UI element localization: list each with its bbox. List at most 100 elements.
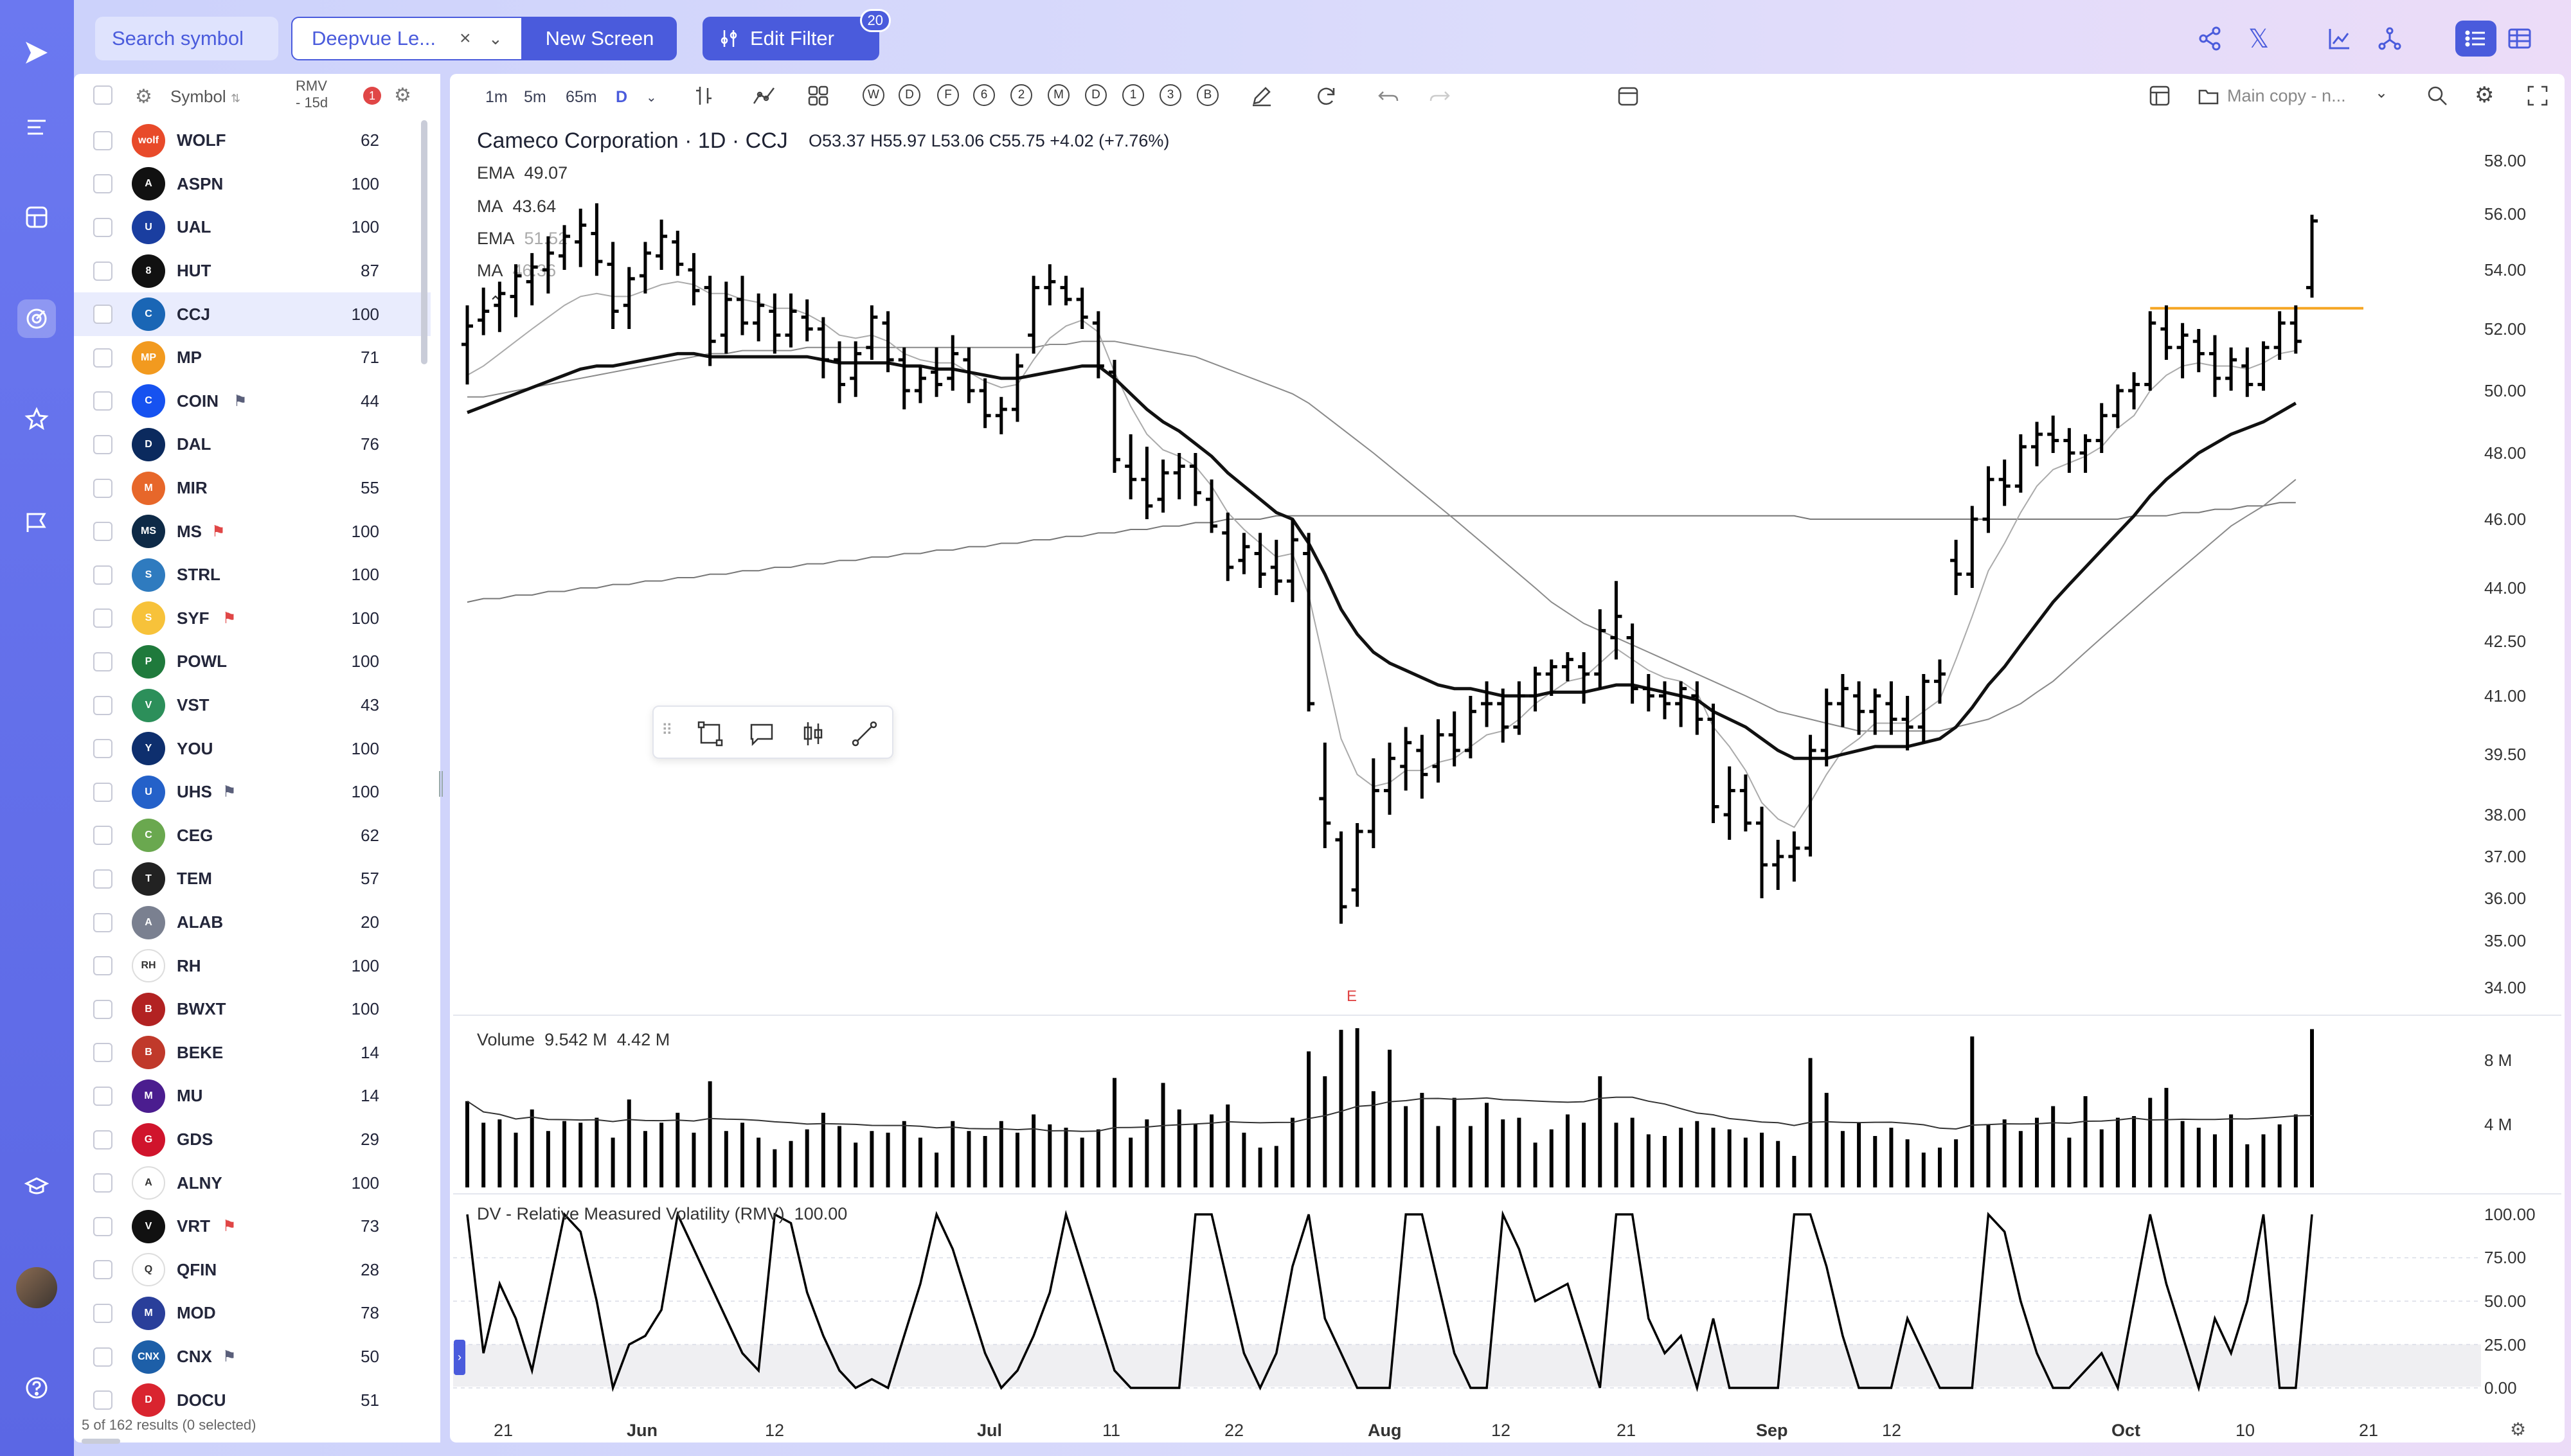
period-button[interactable]: 1 — [1122, 84, 1144, 106]
drag-handle-icon[interactable]: ⠿ — [661, 722, 673, 739]
star-icon[interactable] — [17, 400, 56, 438]
close-icon[interactable]: × — [460, 28, 471, 49]
period-button[interactable]: F — [937, 84, 959, 106]
layout-name[interactable]: Main copy - n... — [2227, 86, 2346, 105]
watchlist-row[interactable]: C CEG 62 — [74, 814, 431, 858]
flag-icon[interactable]: ⚑ — [211, 522, 226, 540]
row-checkbox[interactable] — [93, 1086, 112, 1106]
select-all-checkbox[interactable] — [93, 85, 112, 105]
list-menu-icon[interactable] — [17, 108, 56, 146]
row-checkbox[interactable] — [93, 1173, 112, 1193]
watchlist-row[interactable]: S STRL 100 — [74, 553, 431, 597]
period-button[interactable]: B — [1197, 84, 1219, 106]
row-checkbox[interactable] — [93, 1390, 112, 1410]
education-icon[interactable] — [17, 1167, 56, 1205]
watchlist-row[interactable]: wolf WOLF 62 — [74, 119, 431, 163]
layout-icon[interactable] — [2148, 84, 2171, 111]
period-button[interactable]: M — [1048, 84, 1070, 106]
watchlist-row[interactable]: T TEM 57 — [74, 857, 431, 901]
row-checkbox[interactable] — [93, 652, 112, 671]
fullscreen-icon[interactable] — [2526, 84, 2549, 111]
watchlist-row[interactable]: P POWL 100 — [74, 640, 431, 684]
folder-icon[interactable] — [2197, 84, 2220, 111]
horizontal-scrollbar[interactable] — [82, 1439, 120, 1444]
watchlist-row[interactable]: V VST 43 — [74, 684, 431, 727]
row-checkbox[interactable] — [93, 174, 112, 194]
flag-icon[interactable]: ⚑ — [222, 1348, 237, 1366]
row-checkbox[interactable] — [93, 608, 112, 628]
watchlist-row[interactable]: A ALAB 20 — [74, 901, 431, 945]
screener-icon[interactable] — [17, 299, 56, 338]
redo-icon[interactable] — [1428, 84, 1451, 111]
row-checkbox[interactable] — [93, 695, 112, 715]
interval-5m[interactable]: 5m — [524, 87, 546, 106]
flag-icon[interactable]: ⚑ — [233, 392, 247, 410]
row-checkbox[interactable] — [93, 522, 112, 542]
row-checkbox[interactable] — [93, 1303, 112, 1323]
row-checkbox[interactable] — [93, 261, 112, 281]
flag-icon[interactable]: ⚑ — [222, 609, 237, 627]
row-checkbox[interactable] — [93, 305, 112, 324]
axis-settings-icon[interactable]: ⚙ — [2510, 1419, 2527, 1440]
row-checkbox[interactable] — [93, 912, 112, 932]
watchlist-row[interactable]: MS MS ⚑ 100 — [74, 510, 431, 553]
row-checkbox[interactable] — [93, 217, 112, 237]
expand-panel-tab[interactable]: › — [454, 1340, 465, 1375]
network-icon[interactable] — [2377, 26, 2403, 55]
table-view-toggle[interactable] — [2507, 26, 2532, 55]
row-checkbox[interactable] — [93, 391, 112, 411]
avatar[interactable] — [16, 1267, 57, 1308]
period-button[interactable]: 6 — [973, 84, 995, 106]
period-button[interactable]: 2 — [1010, 84, 1032, 106]
templates-icon[interactable] — [807, 84, 830, 111]
logo-icon[interactable] — [17, 33, 56, 72]
watchlist-row[interactable]: C CCJ 100 — [74, 292, 431, 336]
rmv-column-header[interactable]: RMV - 15d — [296, 78, 328, 111]
refresh-icon[interactable] — [1314, 84, 1338, 111]
row-checkbox[interactable] — [93, 1130, 112, 1150]
watchlist-row[interactable]: 8 HUT 87 — [74, 249, 431, 293]
watchlist-row[interactable]: Q QFIN 28 — [74, 1248, 431, 1292]
period-button[interactable]: W — [863, 84, 884, 106]
list-view-toggle[interactable] — [2455, 21, 2496, 57]
row-checkbox[interactable] — [93, 130, 112, 150]
row-checkbox[interactable] — [93, 1043, 112, 1063]
row-checkbox[interactable] — [93, 826, 112, 846]
row-checkbox[interactable] — [93, 999, 112, 1019]
interval-1m[interactable]: 1m — [485, 87, 508, 106]
help-icon[interactable] — [17, 1369, 56, 1407]
share-icon[interactable] — [2197, 26, 2223, 55]
interval-d[interactable]: D — [616, 87, 628, 106]
flag-icon[interactable]: ⚑ — [222, 1218, 237, 1236]
watchlist-row[interactable]: U UHS ⚑ 100 — [74, 770, 431, 814]
watchlist-row[interactable]: Y YOU 100 — [74, 727, 431, 770]
indicators-icon[interactable] — [752, 84, 776, 111]
comment-tool-icon[interactable] — [748, 720, 776, 751]
row-checkbox[interactable] — [93, 565, 112, 585]
watchlist-row[interactable]: M MU 14 — [74, 1074, 431, 1118]
watchlist-row[interactable]: A ASPN 100 — [74, 163, 431, 206]
pencil-icon[interactable] — [1250, 84, 1273, 111]
row-checkbox[interactable] — [93, 434, 112, 454]
interval-chevron-icon[interactable]: ⌄ — [646, 90, 657, 105]
flag-icon[interactable]: ⚑ — [222, 783, 237, 801]
watchlist-row[interactable]: CNX CNX ⚑ 50 — [74, 1335, 431, 1379]
watchlist-row[interactable]: M MIR 55 — [74, 466, 431, 510]
watchlist-row[interactable]: M MOD 78 — [74, 1292, 431, 1335]
watchlist-row[interactable]: B BEKE 14 — [74, 1031, 431, 1075]
period-button[interactable]: D — [899, 84, 920, 106]
watchlist-row[interactable]: S SYF ⚑ 100 — [74, 597, 431, 641]
undo-icon[interactable] — [1377, 84, 1400, 111]
row-checkbox[interactable] — [93, 739, 112, 759]
search-symbol-button[interactable]: Search symbol — [95, 17, 278, 60]
column-settings-icon[interactable]: ⚙ — [394, 84, 411, 107]
watchlist-row[interactable]: U UAL 100 — [74, 206, 431, 249]
layout-chevron-icon[interactable]: ⌄ — [2375, 84, 2388, 102]
watchlist-row[interactable]: V VRT ⚑ 73 — [74, 1205, 431, 1248]
chevron-down-icon[interactable]: ⌄ — [488, 28, 503, 48]
row-checkbox[interactable] — [93, 478, 112, 498]
scrollbar[interactable] — [421, 120, 427, 364]
symbol-column-header[interactable]: Symbol ⇅ — [170, 87, 241, 106]
interval-65m[interactable]: 65m — [566, 87, 597, 106]
